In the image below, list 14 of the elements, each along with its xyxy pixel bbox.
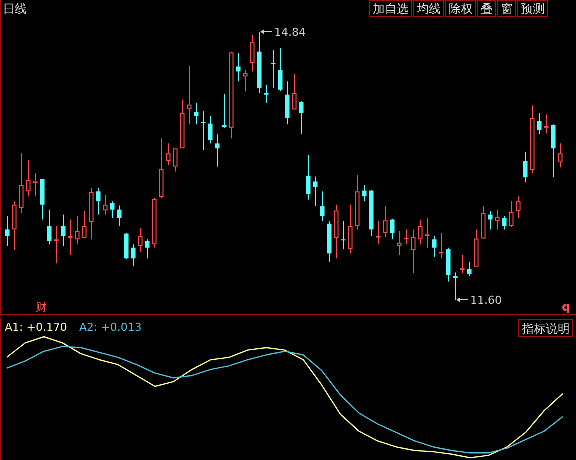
chart-title: 日线 — [3, 2, 27, 16]
annotation: 11.60 — [470, 294, 502, 307]
series-label: A2: +0.013 — [79, 321, 142, 334]
annotation: q — [562, 300, 571, 314]
text: 财 — [36, 301, 47, 314]
text: 指标说明 — [521, 322, 570, 336]
text: 叠 — [481, 2, 493, 16]
text: 预测 — [521, 2, 545, 16]
text: 窗 — [501, 2, 513, 16]
annotation: 14.84 — [274, 26, 306, 39]
text: 加自选 — [373, 2, 409, 16]
text: 除权 — [449, 2, 473, 16]
series-label: A1: +0.170 — [5, 321, 68, 334]
text: 均线 — [416, 2, 441, 16]
